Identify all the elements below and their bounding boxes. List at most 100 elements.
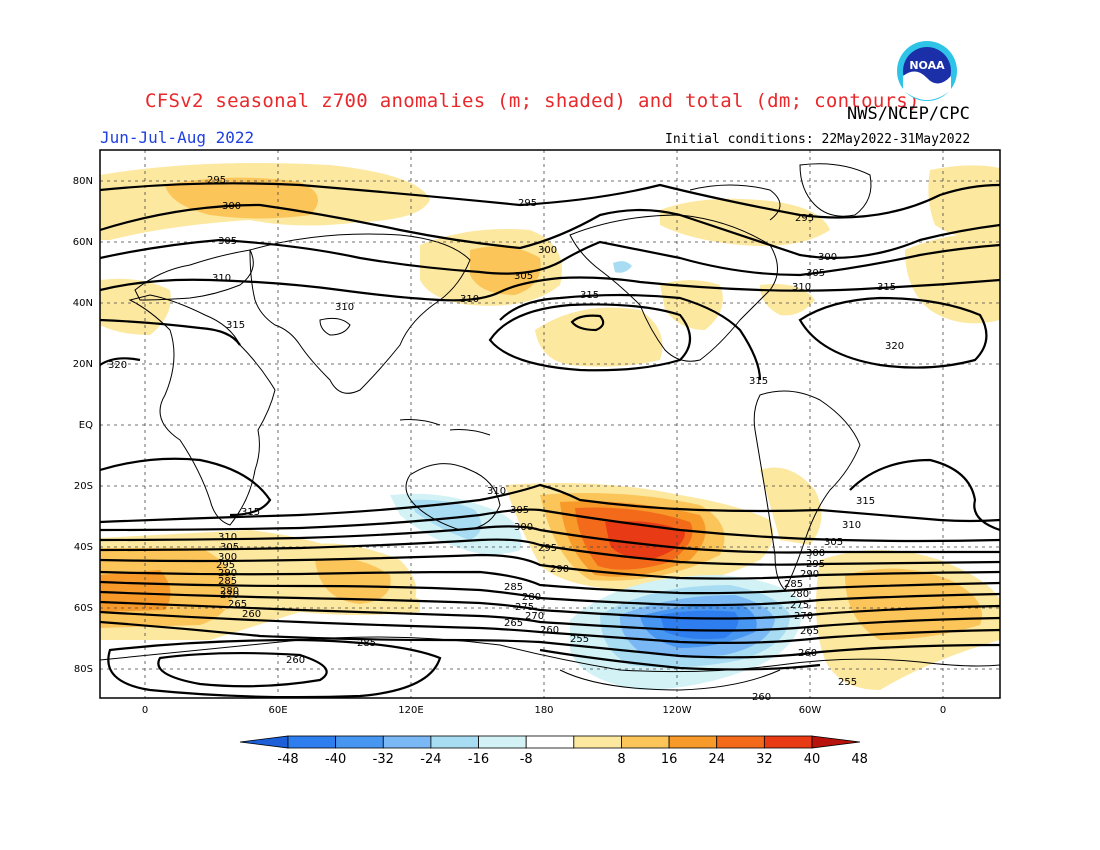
lon-label-0-east: 0 xyxy=(940,705,946,716)
colorbar-tick-label: 48 xyxy=(851,752,868,767)
lon-axis: 0 60E 120E 180 120W 60W 0 xyxy=(142,705,946,716)
contour-label-310b: 310 xyxy=(335,302,354,313)
contour-label-310c: 310 xyxy=(460,294,479,305)
contour-label-315f: 315 xyxy=(856,496,875,507)
lat-label-80s: 80S xyxy=(74,664,93,675)
contour-label-290c: 290 xyxy=(218,568,237,579)
contour-label-310d: 310 xyxy=(792,282,811,293)
contour-label-320b: 320 xyxy=(885,341,904,352)
contour-label-260a: 260 xyxy=(242,609,261,620)
contour-label-300c: 300 xyxy=(818,252,837,263)
lon-label-60w: 60W xyxy=(799,705,822,716)
colorbar-segment xyxy=(573,735,622,749)
colorbar-segment xyxy=(430,735,479,749)
agency-label: NWS/NCEP/CPC xyxy=(847,104,970,124)
contour-label-255b: 255 xyxy=(838,677,857,688)
colorbar-segment xyxy=(287,735,337,749)
contour-label-310e: 310 xyxy=(487,486,506,497)
contour-label-310a: 310 xyxy=(212,273,231,284)
lon-label-120e: 120E xyxy=(398,705,423,716)
lat-label-40n: 40N xyxy=(73,298,93,309)
contour-label-270a: 270 xyxy=(525,611,544,622)
colorbar-tick-label: -48 xyxy=(277,752,298,767)
height-contours xyxy=(100,182,1000,698)
contour-310-north xyxy=(100,276,1000,302)
contour-300-south xyxy=(100,525,1000,554)
contour-label-300e: 300 xyxy=(806,548,825,559)
lat-lon-grid xyxy=(100,150,1000,698)
contour-label-305b: 305 xyxy=(514,271,533,282)
forecast-period: Jun-Jul-Aug 2022 xyxy=(100,128,255,147)
contour-label-285b: 285 xyxy=(784,579,803,590)
colorbar-tick-label: -24 xyxy=(420,752,441,767)
contour-label-305a: 305 xyxy=(218,236,237,247)
contour-label-300b: 300 xyxy=(538,245,557,256)
contour-label-305d: 305 xyxy=(510,505,529,516)
lon-label-180: 180 xyxy=(534,705,553,716)
contour-label-295d: 295 xyxy=(538,543,557,554)
colorbar-segment xyxy=(382,735,432,749)
coastlines xyxy=(100,163,1000,691)
contour-260-ring xyxy=(157,651,328,688)
contour-295-south xyxy=(100,538,1000,566)
chart-title: CFSv2 seasonal z700 anomalies (m; shaded… xyxy=(145,90,920,112)
contour-300-north xyxy=(100,203,1000,259)
lat-label-60s: 60S xyxy=(74,603,93,614)
colorbar-tick-label: 32 xyxy=(756,752,773,767)
contour-label-295c: 295 xyxy=(795,213,814,224)
contour-265-south xyxy=(100,610,1000,644)
contour-label-300a: 300 xyxy=(222,201,241,212)
contour-label-280a: 280 xyxy=(522,592,541,603)
contour-label-265a: 265 xyxy=(504,618,523,629)
contour-label-300f: 300 xyxy=(218,552,237,563)
contour-320-atlantic xyxy=(798,296,988,369)
colorbar-tick-label: 40 xyxy=(804,752,821,767)
lat-axis: 80N 60N 40N 20N EQ 20S 40S 60S 80S xyxy=(73,176,93,675)
contour-310-south xyxy=(100,483,1000,524)
noaa-logo-text: NOAA xyxy=(909,59,945,72)
contour-315-south-east xyxy=(849,458,1000,532)
contour-label-295f: 295 xyxy=(216,560,235,571)
contour-320-pacific xyxy=(488,303,692,372)
colorbar-segment xyxy=(668,735,718,749)
colorbar-segment xyxy=(716,735,765,749)
contour-305-south xyxy=(100,508,1000,543)
contour-305-north xyxy=(100,238,1000,277)
colorbar-segment xyxy=(621,735,670,749)
contour-label-260b: 260 xyxy=(540,625,559,636)
contour-320-small xyxy=(570,314,605,332)
contour-label-305f: 305 xyxy=(220,542,239,553)
colorbar-arrow-high xyxy=(811,735,861,749)
lat-label-40s: 40S xyxy=(74,542,93,553)
colorbar-arrow-low xyxy=(239,735,289,749)
lon-label-120w: 120W xyxy=(663,705,692,716)
contour-label-310g: 310 xyxy=(218,532,237,543)
contour-label-275b: 275 xyxy=(790,600,809,611)
colorbar-tick-label: 16 xyxy=(661,752,678,767)
colorbar-tick-label: 8 xyxy=(617,752,625,767)
lon-label-60e: 60E xyxy=(268,705,287,716)
contour-label-285d: 285 xyxy=(357,638,376,649)
colorbar-tick-label: -32 xyxy=(373,752,394,767)
contour-label-255a: 255 xyxy=(570,634,589,645)
contour-label-315a: 315 xyxy=(226,320,245,331)
colorbar-segment xyxy=(525,735,575,749)
initial-conditions: Initial conditions: 22May2022-31May2022 xyxy=(665,132,971,147)
contour-label-320a: 320 xyxy=(108,360,127,371)
contour-285-south xyxy=(100,570,1000,595)
contour-label-285a: 285 xyxy=(504,582,523,593)
noaa-logo-icon: NOAA xyxy=(897,41,957,101)
contour-label-300d: 300 xyxy=(514,522,533,533)
lat-label-80n: 80N xyxy=(73,176,93,187)
contour-label-260c: 260 xyxy=(798,648,817,659)
contour-315-north xyxy=(100,318,241,346)
colorbar: -48 -40 -32 -24 -16 -8 8 16 24 32 40 48 xyxy=(239,735,868,767)
contour-270-south xyxy=(100,600,1000,632)
contour-label-260d: 260 xyxy=(286,655,305,666)
contour-label-315c: 315 xyxy=(877,282,896,293)
contour-255-south xyxy=(539,648,821,671)
colorbar-tick-label: -40 xyxy=(325,752,346,767)
contour-290-south xyxy=(100,553,1000,580)
contour-label-305e: 305 xyxy=(824,537,843,548)
